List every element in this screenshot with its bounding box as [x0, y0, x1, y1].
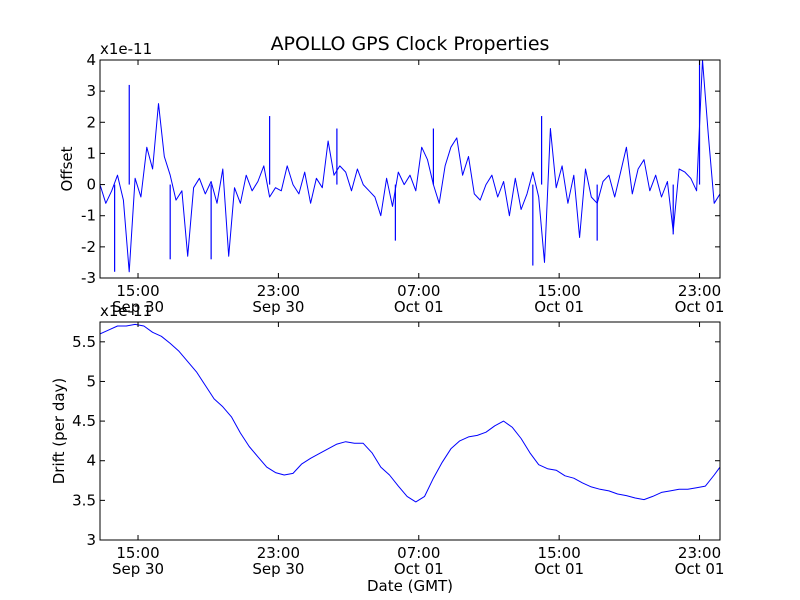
series-line	[100, 60, 720, 273]
x-tick-label-date: Oct 01	[675, 560, 725, 578]
x-tick-label-time: 07:00	[397, 544, 440, 562]
drift-x-axis-label: Date (GMT)	[367, 577, 453, 595]
drift-multiplier-label: x1e-11	[100, 302, 152, 320]
x-tick-label-date: Sep 30	[252, 298, 304, 316]
offset-plot-frame	[99, 59, 721, 279]
x-tick-label-time: 23:00	[678, 282, 721, 300]
drift-y-axis-label: Drift (per day)	[50, 378, 68, 485]
drift-plot-frame	[99, 321, 721, 541]
y-tick-label: 5.5	[72, 333, 96, 351]
x-tick-label-date: Sep 30	[252, 560, 304, 578]
x-tick-label-date: Oct 01	[675, 298, 725, 316]
offset-y-ticks: -3 -2 -1 0 1 2 3 4	[81, 51, 720, 287]
x-tick-label-date: Sep 30	[112, 560, 164, 578]
x-tick-label-date: Oct 01	[534, 298, 584, 316]
x-tick-label-time: 07:00	[397, 282, 440, 300]
x-tick-label-time: 23:00	[257, 282, 300, 300]
y-tick-label: 0	[86, 176, 96, 194]
drift-data	[100, 323, 720, 503]
x-tick-label-date: Oct 01	[394, 560, 444, 578]
x-tick-label-time: 23:00	[678, 544, 721, 562]
y-tick-label: 3.5	[72, 491, 96, 509]
y-tick-label: 3	[86, 82, 96, 100]
y-tick-label: 4	[86, 51, 96, 69]
x-tick-label-time: 23:00	[257, 544, 300, 562]
x-tick-label-date: Oct 01	[534, 560, 584, 578]
y-tick-label: -3	[81, 269, 96, 287]
y-tick-label: 5	[86, 372, 96, 390]
y-tick-label: 2	[86, 113, 96, 131]
y-tick-label: -1	[81, 207, 96, 225]
drift-y-ticks: 3 3.5 4 4.5 5 5.5	[72, 333, 720, 549]
y-tick-label: 1	[86, 144, 96, 162]
y-tick-label: -2	[81, 238, 96, 256]
x-tick-label-date: Sep 30	[112, 298, 164, 316]
y-tick-label: 3	[86, 531, 96, 549]
x-tick-label-time: 15:00	[538, 544, 581, 562]
x-tick-label-date: Oct 01	[394, 298, 444, 316]
offset-y-axis-label: Offset	[58, 146, 76, 191]
y-tick-label: 4.5	[72, 412, 96, 430]
series-line	[100, 323, 720, 503]
y-tick-label: 4	[86, 452, 96, 470]
x-tick-label-time: 15:00	[116, 544, 159, 562]
offset-multiplier-label: x1e-11	[100, 40, 152, 58]
offset-data	[100, 60, 720, 273]
chart-title: APOLLO GPS Clock Properties	[271, 33, 550, 55]
x-tick-label-time: 15:00	[538, 282, 581, 300]
x-tick-label-time: 15:00	[116, 282, 159, 300]
